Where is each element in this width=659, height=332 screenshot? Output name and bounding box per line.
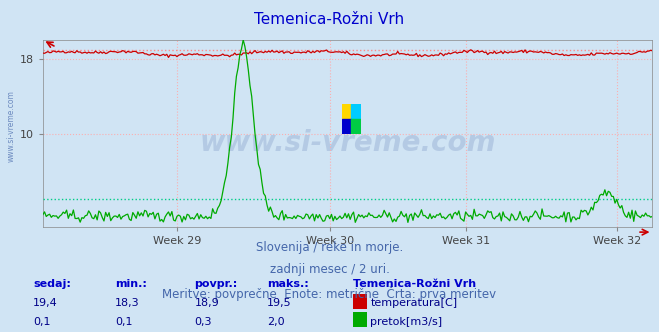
Text: min.:: min.: xyxy=(115,279,147,289)
Text: 19,4: 19,4 xyxy=(33,298,58,308)
Text: pretok[m3/s]: pretok[m3/s] xyxy=(370,317,442,327)
Text: Temenica-Rožni Vrh: Temenica-Rožni Vrh xyxy=(254,12,405,27)
Text: povpr.:: povpr.: xyxy=(194,279,238,289)
Text: 0,1: 0,1 xyxy=(33,317,51,327)
Text: 0,3: 0,3 xyxy=(194,317,212,327)
Text: Slovenija / reke in morje.: Slovenija / reke in morje. xyxy=(256,241,403,254)
Text: 19,5: 19,5 xyxy=(267,298,291,308)
Text: sedaj:: sedaj: xyxy=(33,279,71,289)
Text: www.si-vreme.com: www.si-vreme.com xyxy=(7,90,16,162)
Bar xyxy=(341,104,351,119)
Text: Temenica-Rožni Vrh: Temenica-Rožni Vrh xyxy=(353,279,476,289)
Text: www.si-vreme.com: www.si-vreme.com xyxy=(200,129,496,157)
Text: zadnji mesec / 2 uri.: zadnji mesec / 2 uri. xyxy=(270,263,389,276)
Text: 0,1: 0,1 xyxy=(115,317,133,327)
Bar xyxy=(351,104,361,119)
Text: maks.:: maks.: xyxy=(267,279,308,289)
Bar xyxy=(351,119,361,134)
Text: Meritve: povprečne  Enote: metrične  Črta: prva meritev: Meritve: povprečne Enote: metrične Črta:… xyxy=(162,286,497,301)
Text: temperatura[C]: temperatura[C] xyxy=(370,298,457,308)
Bar xyxy=(341,119,351,134)
Text: 18,9: 18,9 xyxy=(194,298,219,308)
Text: 18,3: 18,3 xyxy=(115,298,140,308)
Text: 2,0: 2,0 xyxy=(267,317,285,327)
